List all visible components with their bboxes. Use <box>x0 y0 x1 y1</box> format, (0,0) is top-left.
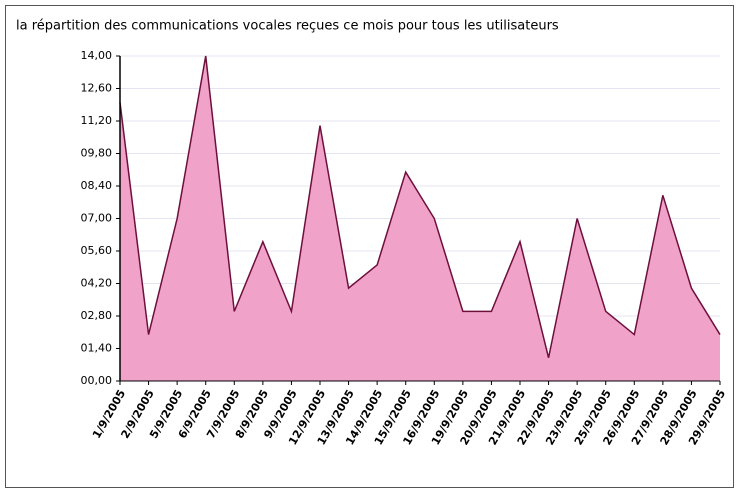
y-tick-label: 14,00 <box>81 49 113 62</box>
y-tick-label: 11,20 <box>81 114 113 127</box>
area <box>120 56 720 381</box>
y-tick-label: 05,60 <box>81 244 113 257</box>
y-tick-label: 01,40 <box>81 342 113 355</box>
area-line <box>119 55 721 358</box>
y-tick-label: 09,80 <box>81 147 113 160</box>
y-tick-label: 12,60 <box>81 82 113 95</box>
y-tick-label: 00,00 <box>81 374 113 387</box>
y-tick-label: 08,40 <box>81 179 113 192</box>
chart-title: la répartition des communications vocale… <box>16 19 559 34</box>
y-tick-label: 02,80 <box>81 309 113 322</box>
y-tick-label: 07,00 <box>81 212 113 225</box>
y-tick-label: 04,20 <box>81 277 113 290</box>
